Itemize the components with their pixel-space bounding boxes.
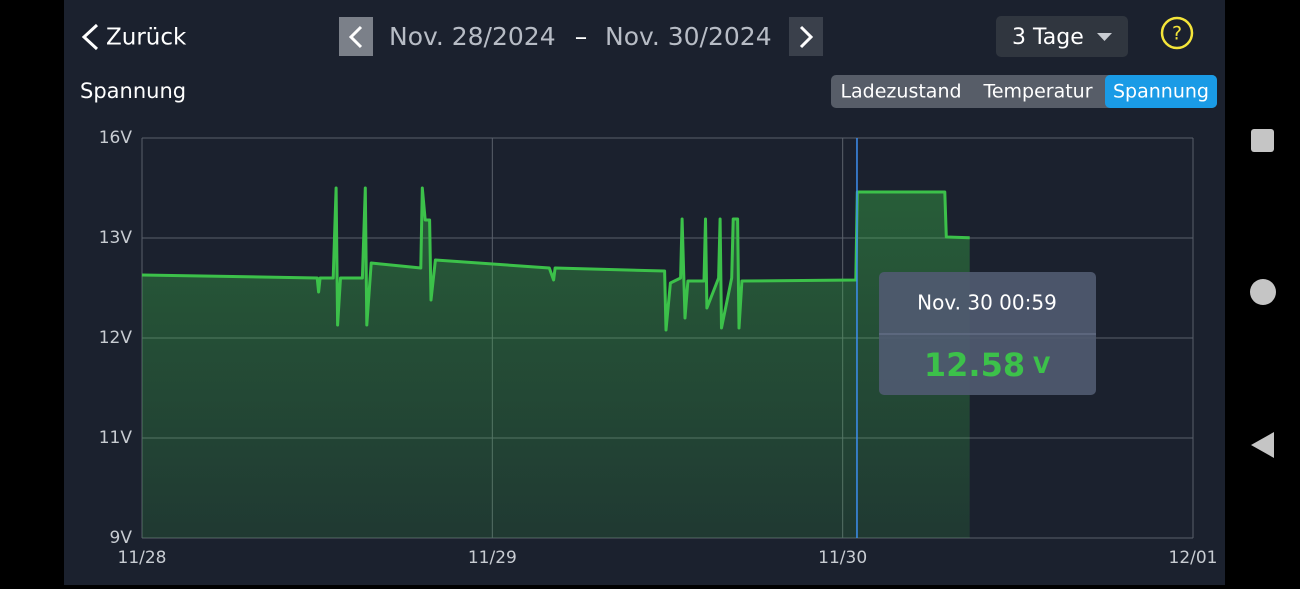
help-button[interactable]: ? [1160,16,1194,50]
tabs: Ladezustand Temperatur Spannung [831,75,1217,108]
tooltip-value: 12.58 [924,346,1025,384]
y-tick-label: 16V [99,128,133,148]
line [141,186,970,332]
nav-home[interactable] [1250,279,1276,305]
tab-active-bg [1105,75,1217,108]
y-tick-label: 13V [99,228,133,248]
area [142,188,970,538]
range-label: 3 Tage [1012,25,1084,50]
help-label: ? [1172,23,1182,45]
tooltip-time: Nov. 30 00:59 [917,291,1057,315]
x-tick-label: 11/29 [468,548,517,568]
prev-box [339,17,373,56]
y-tick-label: 12V [99,328,133,348]
date-separator: – [575,22,588,51]
dropdown-arrow [1097,33,1112,41]
end-date: Nov. 30/2024 [605,22,772,51]
start-date: Nov. 28/2024 [389,22,556,51]
tab[interactable]: Spannung [1113,81,1209,103]
tooltip-value-text: 12.58 V [924,346,1050,384]
next-icon [799,25,814,49]
tooltip-unit: V [1033,354,1050,379]
tab[interactable]: Temperatur [982,81,1092,103]
nav-back[interactable] [1251,432,1274,458]
y-tick-label: 9V [110,528,133,548]
help-circle [1160,16,1194,50]
plot: 9V 11V 12V 13V 16V 11/28 11/29 11/30 12/01 Nov. 3… [99,128,1218,568]
prev-button[interactable] [339,17,373,56]
nav-recent[interactable] [1251,129,1274,152]
back-button[interactable]: Zurück [81,23,187,51]
x-tick-label: 11/30 [818,548,867,568]
back-label: Zurück [106,25,187,51]
chart-title: Spannung [80,79,186,103]
next-box [789,17,823,56]
dropdown-box [996,16,1128,57]
tab[interactable]: Ladezustand [840,81,961,103]
prev-icon [348,25,363,49]
tooltip: Nov. 30 00:59 12.58 V [879,272,1096,395]
x-tick-label: 11/28 [118,548,167,568]
y-tick-label: 11V [99,428,133,448]
x-tick-label: 12/01 [1169,548,1218,568]
back-icon [81,23,99,51]
range-dropdown[interactable]: 3 Tage [996,16,1128,57]
next-button[interactable] [789,17,823,56]
